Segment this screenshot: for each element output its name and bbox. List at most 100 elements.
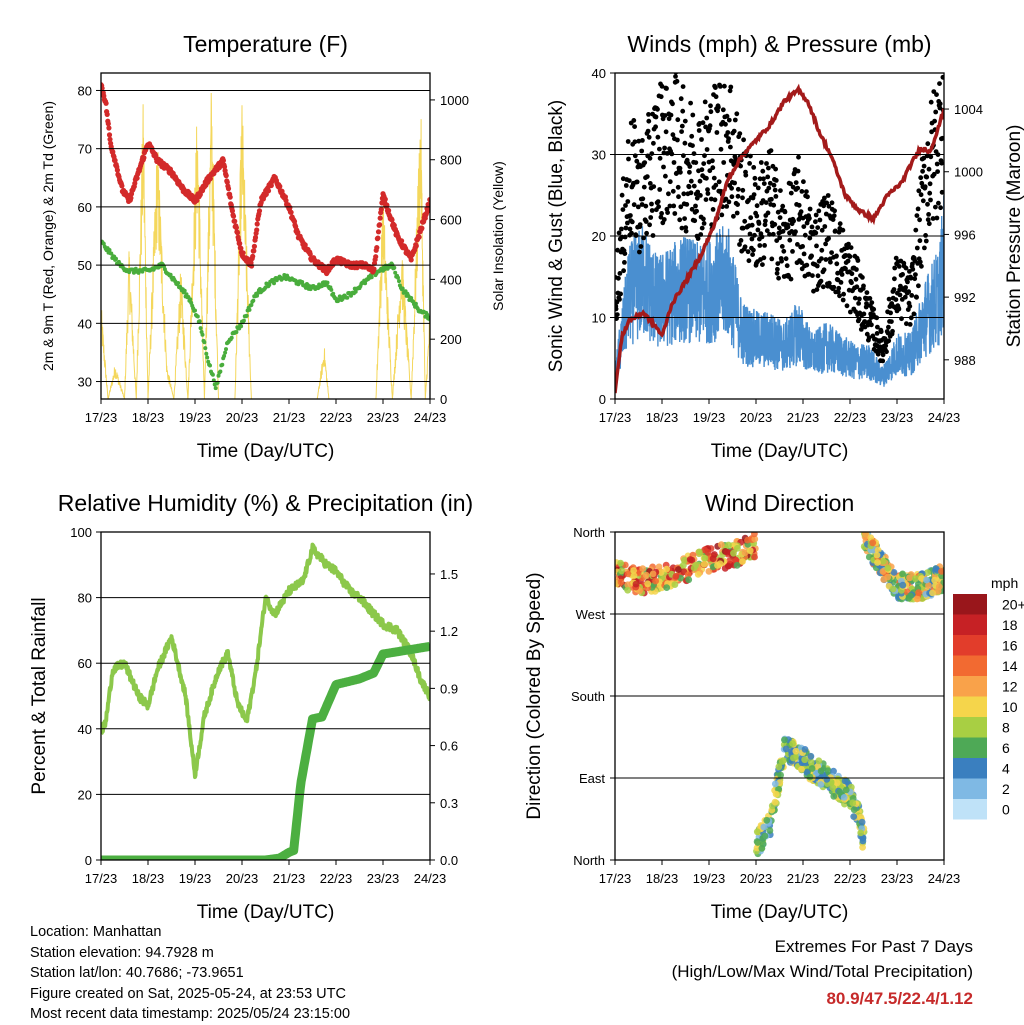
y2-tick-label: 600: [440, 213, 462, 228]
gust-point: [880, 358, 886, 364]
gust-point: [749, 236, 755, 242]
gust-point: [854, 284, 860, 290]
x-tick-label: 21/23: [787, 410, 820, 425]
dewpoint-point: [203, 346, 208, 351]
temperature-point: [419, 225, 425, 231]
temperature-point: [223, 173, 229, 179]
y-tick-label: 80: [78, 591, 92, 606]
gust-point: [779, 258, 784, 264]
dewpoint-point: [198, 326, 203, 331]
gust-point: [897, 292, 903, 298]
temperature-point: [386, 207, 392, 214]
station-latlon: Station lat/lon: 40.7686; -73.9651: [30, 965, 244, 981]
gust-point: [688, 178, 694, 184]
gust-point: [823, 241, 828, 247]
gust-point: [809, 253, 814, 259]
gust-point: [777, 215, 783, 221]
gust-point: [729, 185, 734, 191]
wind-direction-point: [857, 829, 865, 837]
gust-point: [747, 161, 752, 166]
gust-point: [742, 244, 748, 250]
gust-point: [940, 135, 944, 141]
gust-point: [723, 58, 728, 63]
gust-point: [801, 251, 807, 257]
wind-direction-point: [663, 565, 670, 573]
chart-panel-4: Wind Direction Time (Day/UTC) 17/23 18/23 19…: [524, 490, 1024, 923]
x-tick-label: 21/23: [273, 871, 306, 886]
gust-point: [907, 322, 913, 327]
gust-point: [858, 327, 864, 332]
gust-point: [869, 300, 875, 305]
y-tick-label: 50: [78, 258, 92, 273]
gust-point: [665, 210, 670, 216]
gust-point: [863, 304, 869, 310]
x-tick-label: 22/23: [834, 410, 867, 425]
wind-direction-point: [792, 747, 800, 755]
gust-point: [905, 279, 910, 285]
gust-point: [773, 194, 779, 199]
gust-point: [931, 171, 937, 177]
gust-point: [903, 285, 908, 290]
temperature-point: [225, 186, 232, 192]
wind-direction-point: [850, 806, 858, 814]
gust-point: [822, 224, 828, 229]
temperature-point: [254, 227, 260, 233]
gust-point: [836, 285, 842, 291]
gust-point: [930, 216, 936, 221]
gust-point: [701, 221, 707, 226]
gust-point: [904, 321, 909, 327]
dewpoint-point: [397, 279, 401, 284]
gust-point: [700, 120, 706, 126]
wind-direction-point: [830, 767, 837, 775]
wind-speed-line: [615, 195, 944, 387]
gust-point: [688, 190, 694, 196]
gust-point: [781, 248, 787, 254]
wind-direction-point: [753, 844, 761, 852]
y-axis-label: Sonic Wind & Gust (Blue, Black): [546, 100, 567, 372]
gust-point: [646, 134, 652, 140]
gust-point: [729, 194, 735, 200]
dewpoint-point: [396, 275, 400, 280]
gust-point: [925, 217, 931, 223]
gust-point: [716, 104, 721, 110]
y-axis-label: Percent & Total Rainfall: [29, 597, 50, 794]
gust-point: [721, 160, 727, 165]
gust-point: [761, 255, 767, 261]
gust-point: [866, 335, 872, 341]
gust-point: [689, 133, 695, 139]
temperature-point: [105, 121, 111, 127]
y-tick-label: North: [573, 525, 605, 540]
gust-point: [745, 249, 751, 255]
gust-point: [689, 206, 695, 212]
dewpoint-point: [204, 351, 209, 356]
gust-point: [884, 349, 889, 355]
extremes-values: 80.9/47.5/22.4/1.12: [826, 989, 973, 1008]
gust-point: [861, 283, 866, 289]
x-tick-label: 22/23: [320, 410, 353, 425]
gust-point: [838, 280, 844, 285]
gust-point: [686, 184, 692, 190]
gust-point: [819, 247, 825, 253]
gust-point: [788, 276, 794, 282]
wind-direction-point: [817, 781, 825, 788]
wind-direction-point: [642, 571, 650, 579]
wind-direction-point: [771, 798, 779, 806]
dewpoint-point: [223, 350, 228, 355]
gust-point: [675, 137, 680, 143]
gust-point: [644, 174, 650, 180]
colorbar-label: 0: [1002, 801, 1010, 817]
y2-tick-label: 1000: [954, 165, 983, 180]
gust-point: [699, 225, 705, 231]
gust-point: [774, 238, 780, 244]
temperature-point: [233, 225, 239, 231]
gust-point: [752, 175, 758, 181]
gust-point: [631, 118, 637, 123]
wind-direction-point: [790, 754, 797, 762]
wind-direction-point: [840, 794, 848, 801]
y-tick-label: 0: [85, 853, 92, 868]
gust-point: [728, 84, 734, 90]
colorbar-label: 10: [1002, 699, 1018, 715]
gust-point: [854, 267, 859, 272]
gust-point: [710, 165, 716, 171]
colorbar-label: 4: [1002, 760, 1010, 776]
